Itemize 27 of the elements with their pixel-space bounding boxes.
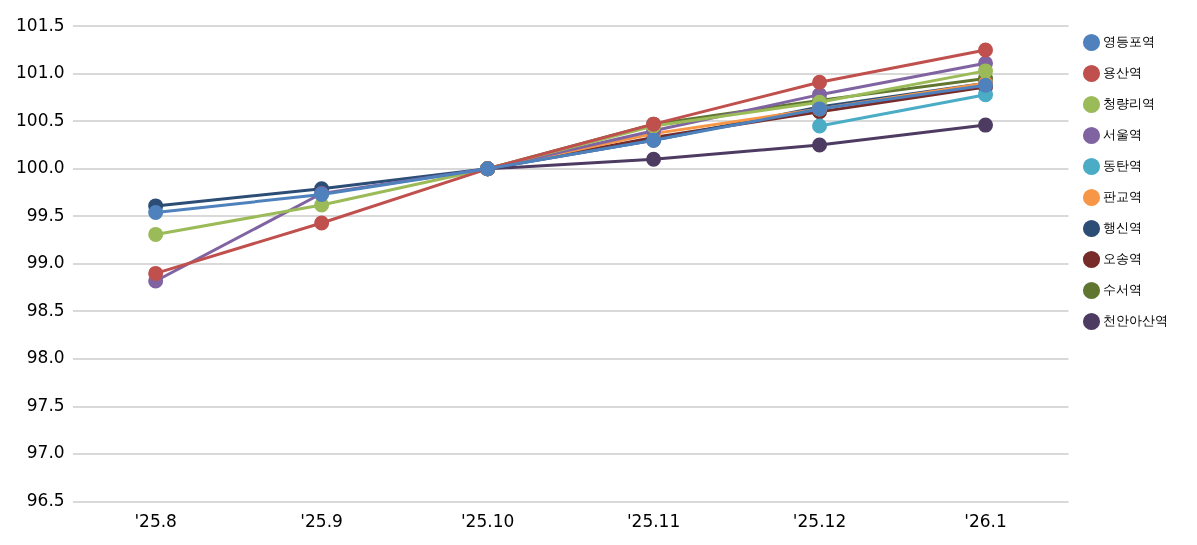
y-tick-label: 98.0 xyxy=(26,347,65,368)
legend-label: 동탄역 xyxy=(1103,157,1142,173)
legend-label: 행신역 xyxy=(1103,219,1142,235)
legend-label: 천안아산역 xyxy=(1103,312,1168,328)
y-tick-label: 100.5 xyxy=(16,109,65,130)
x-tick-label: '25.11 xyxy=(626,511,681,532)
y-tick-label: 97.5 xyxy=(26,394,65,415)
x-tick-label: '25.9 xyxy=(300,511,343,532)
legend-label: 영등포역 xyxy=(1103,33,1155,49)
y-tick-label: 99.5 xyxy=(26,204,65,225)
y-tick-label: 101.0 xyxy=(16,62,65,83)
legend-label: 용산역 xyxy=(1103,64,1142,80)
y-tick-label: 100.0 xyxy=(16,157,65,178)
y-tick-label: 96.5 xyxy=(26,490,65,511)
x-tick-label: '25.10 xyxy=(460,511,515,532)
y-tick-label: 98.5 xyxy=(26,299,65,320)
legend-label: 판교역 xyxy=(1103,188,1142,204)
legend-label: 서울역 xyxy=(1103,126,1142,142)
legend-label: 청량리역 xyxy=(1103,95,1155,111)
y-tick-label: 97.0 xyxy=(26,442,65,463)
x-tick-label: '25.8 xyxy=(134,511,177,532)
y-tick-label: 99.0 xyxy=(26,252,65,273)
legend-label: 수서역 xyxy=(1103,281,1142,297)
y-tick-label: 101.5 xyxy=(16,14,65,35)
x-tick-label: '26.1 xyxy=(964,511,1007,532)
legend-label: 오송역 xyxy=(1103,250,1142,266)
x-tick-label: '25.12 xyxy=(792,511,847,532)
